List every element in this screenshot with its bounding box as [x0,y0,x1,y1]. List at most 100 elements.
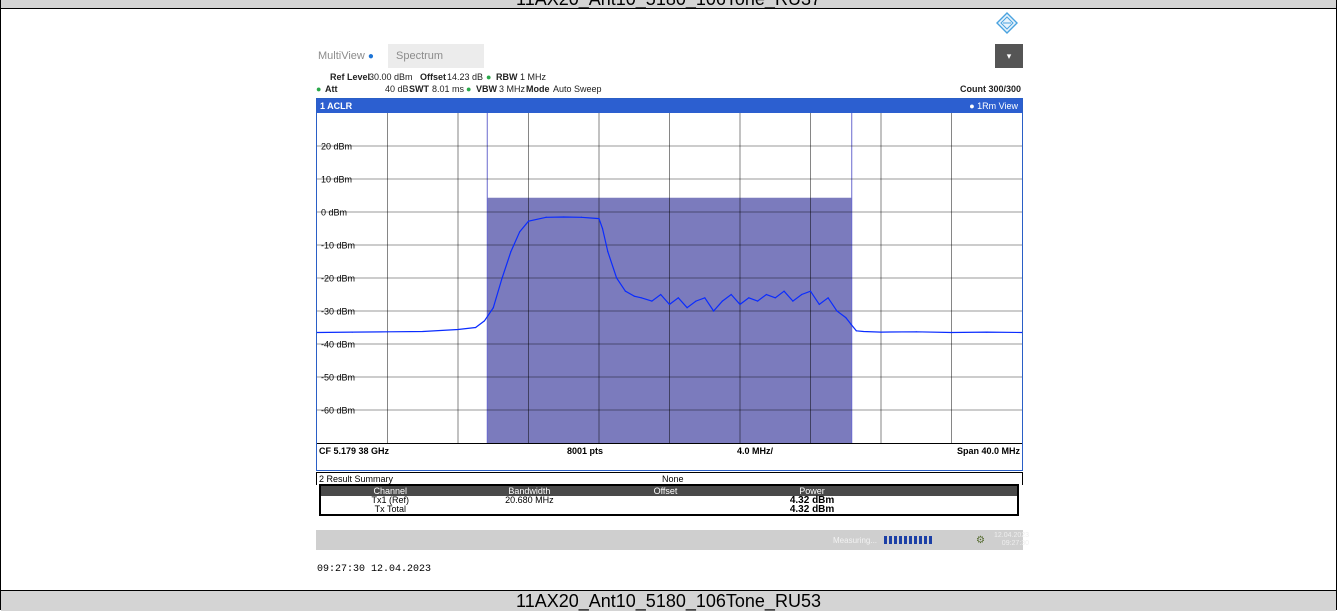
caption-bottom: 11AX20_Ant10_5180_106Tone_RU53 [1,590,1336,611]
status-datetime: 12.04.2023 09:27:30 [994,532,1029,548]
trace-point [668,303,671,305]
trace-point [492,307,494,309]
att-value: 40 dB [385,84,409,94]
trace-point [386,331,389,333]
rohde-schwarz-logo-icon [996,12,1018,34]
param-row-2: ● Att 40 dB SWT 8.01 ms ● VBW 3 MHz Mode… [316,83,1023,95]
y-tick-label: -40 dBm [321,340,355,350]
sweep-points: 8001 pts [567,446,604,456]
vbw-indicator-icon: ● [466,84,472,94]
x-axis-bar: CF 5.179 38 GHz 8001 pts 4.0 MHz/ Span 4… [317,443,1022,458]
col-bandwidth: Bandwidth [459,485,600,496]
trace-point [501,277,503,279]
trace-point [880,331,882,333]
ref-level-value: 30.00 dBm [369,72,413,82]
rbw-indicator-icon: ● [486,72,492,82]
trace-point [986,331,988,333]
tab-multiview[interactable]: MultiView ● [318,44,388,68]
result-summary-table: Channel Bandwidth Offset Power Tx1 (Ref)… [319,484,1019,516]
y-tick-label: 20 dBm [321,142,352,152]
spectrum-plot[interactable]: 20 dBm 10 dBm 0 dBm -10 dBm -20 dBm -30 dBm -4… [317,113,1022,443]
trace-point [855,330,857,332]
col-empty [892,485,1018,496]
trace-point [640,297,642,299]
trace-point [624,290,627,292]
col-offset: Offset [599,485,732,496]
caption-top: 11AX20_Ant10_5180_106Tone_RU37 [1,0,1336,9]
row-offset [599,505,732,515]
menu-dropdown-button[interactable]: ▾ [995,44,1023,68]
aclr-window-title: 1 ACLR [320,101,353,111]
trace-point [607,251,609,253]
row-bandwidth [460,505,600,515]
table-row: Tx Total 4.32 dBm [320,505,1018,515]
y-tick-label: 0 dBm [321,208,347,218]
trace-point [483,320,486,322]
status-bar: Measuring... ⚙ 12.04.2023 09:27:30 [316,530,1029,550]
trace-point [757,300,759,302]
swt-label: SWT [409,84,429,94]
status-date: 12.04.2023 [994,532,1030,539]
trace-point [827,297,829,299]
tab-spectrum-label: Spectrum [396,50,444,62]
trace-point [774,297,776,299]
sweep-count: Count 300/300 [959,84,1021,94]
screenshot-timestamp: 09:27:30 12.04.2023 [317,564,432,575]
result-summary-window: 2 Result Summary None Channel Bandwidth … [316,472,1023,528]
trace-point [739,303,741,305]
y-tick-label: -30 dBm [321,307,355,317]
caption-top-text: 11AX20_Ant10_5180_106Tone_RU37 [516,0,821,8]
trace-point [457,328,459,331]
aclr-window: 1 ACLR ● 1Rm View 20 dBm 10 dBm 0 dBm -10 d… [316,98,1023,471]
swt-value: 8.01 ms [432,84,465,94]
trace-point [704,297,706,299]
trace-point [801,293,803,296]
trace-point [850,323,852,325]
y-tick-label: -60 dBm [321,406,355,416]
y-tick-label: -20 dBm [321,274,355,284]
status-time: 09:27:30 [1001,540,1030,547]
vbw-value: 3 MHz [499,84,526,94]
row-empty [892,505,1018,515]
trace-point [712,310,715,312]
tab-bar: MultiView ● Spectrum ▾ [316,42,1023,70]
row-channel: Tx Total [374,504,406,514]
center-frequency: CF 5.179 38 GHz [319,446,390,456]
col-power: Power [731,485,893,496]
close-icon[interactable]: ● [367,51,374,62]
trace-point [580,216,582,218]
rbw-label: RBW [496,72,518,82]
mode-value: Auto Sweep [553,84,602,94]
aclr-titlebar: 1 ACLR ● 1Rm View [317,99,1022,113]
trace-point [616,277,618,279]
span: Span 40.0 MHz [956,446,1020,456]
trace-view-label: ● 1Rm View [969,101,1018,111]
trace-point [845,317,847,319]
row-channel: Tx1 (Ref) [371,495,410,505]
trace-point [765,293,768,296]
freq-per-division: 4.0 MHz/ [737,446,774,456]
param-row-1: Ref Level 30.00 dBm Offset 14.23 dB ● RB… [316,71,1023,83]
y-tick-label: 10 dBm [321,175,352,185]
trace-point [686,307,688,309]
measuring-status: Measuring... [833,536,878,545]
caption-bottom-text: 11AX20_Ant10_5180_106Tone_RU53 [516,591,821,611]
result-summary-none: None [662,474,684,484]
trace-point [317,331,318,334]
trace-point [660,293,662,296]
row-power: 4.32 dBm [789,495,835,506]
progress-bar [884,536,936,544]
trace-point [651,300,653,302]
rbw-value: 1 MHz [520,72,547,82]
ref-level-label: Ref Level [330,72,371,82]
trace-point [545,216,547,218]
y-tick-label: -50 dBm [321,373,355,383]
tab-spectrum[interactable]: Spectrum [388,44,484,68]
trace-point [633,295,635,297]
tab-multiview-label: MultiView [318,50,365,62]
trace-point [1021,331,1022,334]
trace-point [836,310,838,312]
trace-point [422,330,424,333]
table-row: Tx1 (Ref) 20.680 MHz 4.32 dBm [320,495,1018,506]
row-empty [892,496,1018,505]
